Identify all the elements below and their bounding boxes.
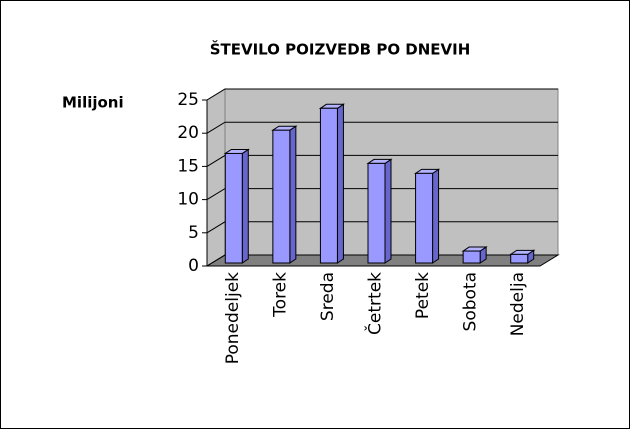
y-tick-label: 0 [188, 256, 199, 276]
x-tick-label: Ponedeljek [223, 272, 243, 364]
bar-side [384, 158, 392, 264]
y-tick-label: 5 [188, 223, 199, 243]
bar-side [289, 125, 297, 264]
grid-line [206, 88, 558, 101]
x-tick-label: Torek [270, 272, 290, 318]
bar-front [367, 162, 386, 264]
x-tick-label: Sobota [461, 272, 481, 331]
bar-side [432, 168, 440, 264]
y-tick-label: 20 [177, 123, 199, 143]
y-tick-label: 25 [177, 90, 199, 110]
side-wall [206, 88, 226, 267]
bar-front [510, 253, 529, 264]
bar [366, 158, 393, 264]
x-tick-label: Petek [413, 272, 433, 319]
bar-side [336, 103, 344, 264]
y-axis-label: Milijoni [62, 94, 124, 112]
bar-front [272, 129, 291, 264]
bar [318, 103, 346, 264]
bar-front [319, 107, 338, 264]
x-tick-label: Sreda [318, 272, 338, 321]
x-tick-label: Nedelja [508, 272, 528, 336]
y-tick-label: 15 [177, 156, 199, 176]
bar [271, 125, 298, 264]
x-tick-label: Četrtek [364, 272, 386, 335]
bar [413, 168, 441, 264]
y-tick-label: 10 [177, 190, 199, 210]
bar [461, 246, 488, 264]
plot-area: 0 5 10 15 20 25 Ponedeljek Torek Sreda Četrtek Pet… [177, 88, 560, 364]
chart-title: ŠTEVILO POIZVEDB PO DNEVIH [210, 40, 471, 59]
bar [223, 148, 250, 264]
bar-front [462, 250, 481, 264]
bar-front [415, 172, 434, 264]
grid-line [206, 121, 558, 134]
bar [509, 249, 536, 264]
bar-side [241, 148, 249, 264]
bar-front [224, 152, 243, 264]
